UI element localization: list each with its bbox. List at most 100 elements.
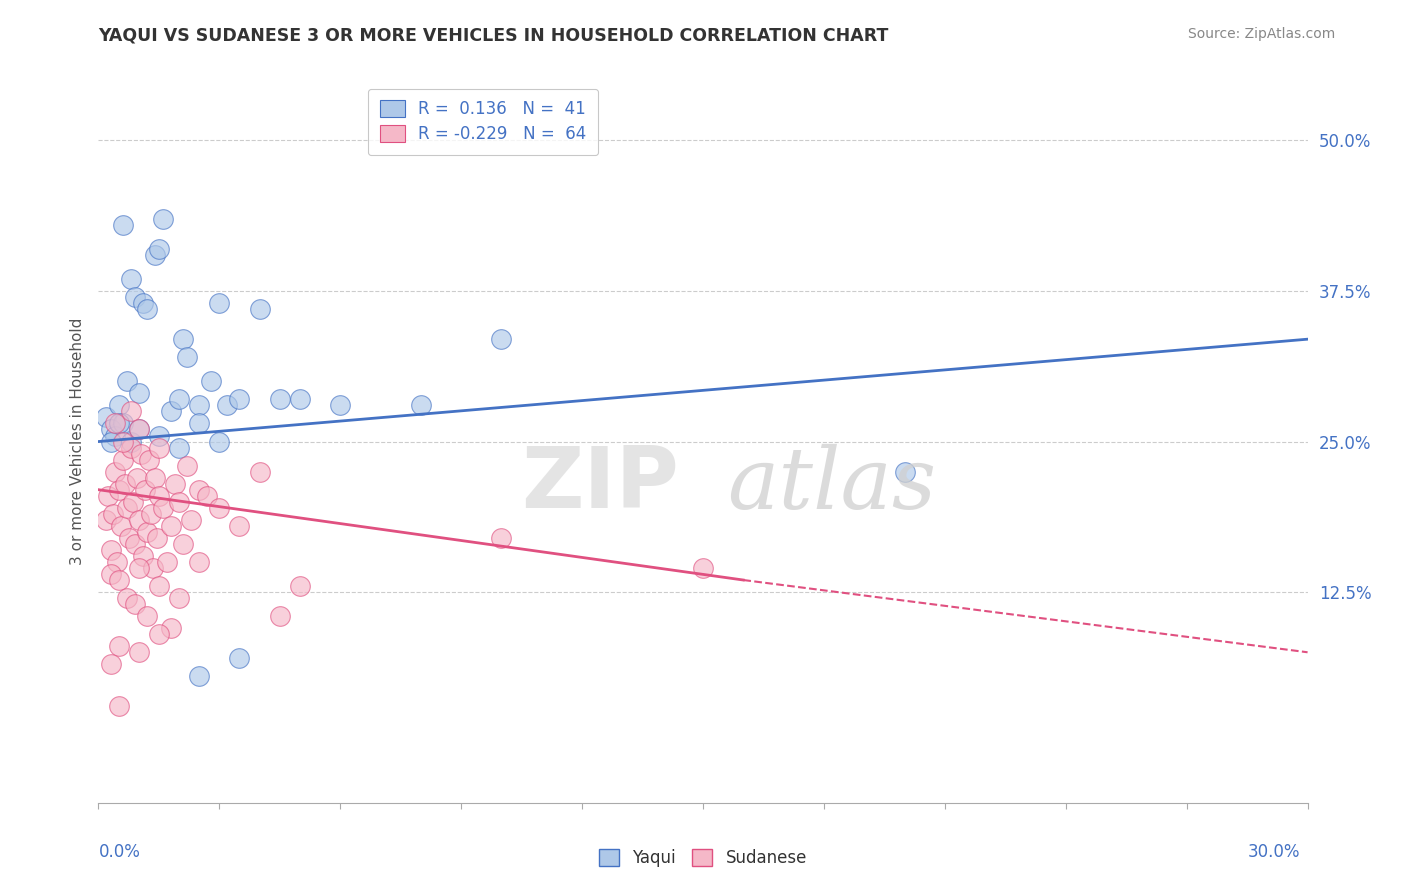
Point (128, 423, 150, 437)
Point (107, 699, 129, 714)
Point (249, 465, 271, 479)
Point (148, 627, 170, 641)
Point (143, 248, 166, 262)
Point (329, 398, 352, 412)
Point (128, 513, 150, 527)
Point (893, 465, 915, 479)
Point (124, 597, 146, 611)
Point (103, 417, 125, 431)
Point (188, 483, 211, 497)
Point (100, 567, 122, 582)
Point (138, 452, 160, 467)
Point (167, 494, 190, 508)
Point (176, 458, 198, 473)
Point (148, 428, 170, 442)
Point (135, 301, 157, 317)
Legend: Yaqui, Sudanese: Yaqui, Sudanese (592, 842, 814, 874)
Point (148, 242, 170, 256)
Point (128, 645, 150, 659)
Point (125, 471, 148, 485)
Point (146, 531, 169, 545)
Point (163, 476, 186, 491)
Point (269, 392, 291, 407)
Point (288, 392, 311, 407)
Point (208, 434, 231, 449)
Point (160, 519, 183, 533)
Point (120, 441, 142, 455)
Point (228, 519, 250, 533)
Point (114, 476, 136, 491)
Point (208, 500, 231, 515)
Point (107, 417, 129, 431)
Text: Source: ZipAtlas.com: Source: ZipAtlas.com (1188, 27, 1336, 41)
Point (172, 332, 194, 346)
Point (115, 375, 138, 389)
Point (491, 332, 513, 346)
Point (132, 549, 155, 563)
Point (176, 350, 198, 364)
Point (100, 423, 122, 437)
Point (167, 591, 190, 606)
Point (107, 573, 129, 587)
Point (97, 489, 120, 503)
Point (188, 398, 211, 412)
Point (132, 296, 155, 310)
Text: 30.0%: 30.0% (1249, 843, 1301, 861)
Point (491, 531, 513, 545)
Point (269, 609, 291, 624)
Point (160, 404, 183, 418)
Point (188, 555, 211, 569)
Point (111, 218, 134, 232)
Point (121, 494, 143, 508)
Point (103, 428, 125, 442)
Point (409, 398, 432, 412)
Point (217, 398, 239, 412)
Point (228, 392, 250, 407)
Point (208, 296, 231, 310)
Point (105, 555, 128, 569)
Point (142, 561, 165, 575)
Point (167, 392, 190, 407)
Point (100, 657, 122, 672)
Point (103, 465, 125, 479)
Point (167, 441, 190, 455)
Point (288, 579, 311, 593)
Point (135, 609, 157, 624)
Point (172, 537, 194, 551)
Point (115, 500, 138, 515)
Point (143, 471, 166, 485)
Point (128, 386, 150, 401)
Point (111, 452, 134, 467)
Point (128, 423, 150, 437)
Point (228, 651, 250, 665)
Text: atlas: atlas (727, 443, 936, 526)
Point (100, 542, 122, 557)
Point (124, 290, 146, 304)
Point (180, 513, 202, 527)
Text: 0.0%: 0.0% (98, 843, 141, 861)
Point (692, 561, 714, 575)
Point (120, 404, 142, 418)
Point (111, 434, 134, 449)
Point (107, 639, 129, 653)
Point (188, 417, 211, 431)
Point (101, 507, 124, 521)
Point (160, 621, 183, 635)
Point (139, 507, 162, 521)
Point (107, 398, 129, 412)
Point (111, 417, 134, 431)
Point (120, 272, 142, 286)
Point (200, 375, 222, 389)
Point (120, 434, 142, 449)
Point (152, 500, 174, 515)
Point (96, 410, 118, 425)
Point (249, 301, 271, 317)
Point (129, 446, 152, 460)
Point (135, 524, 157, 539)
Point (148, 579, 170, 593)
Point (134, 483, 156, 497)
Point (115, 591, 138, 606)
Point (110, 519, 132, 533)
Point (188, 669, 211, 683)
Point (118, 531, 141, 545)
